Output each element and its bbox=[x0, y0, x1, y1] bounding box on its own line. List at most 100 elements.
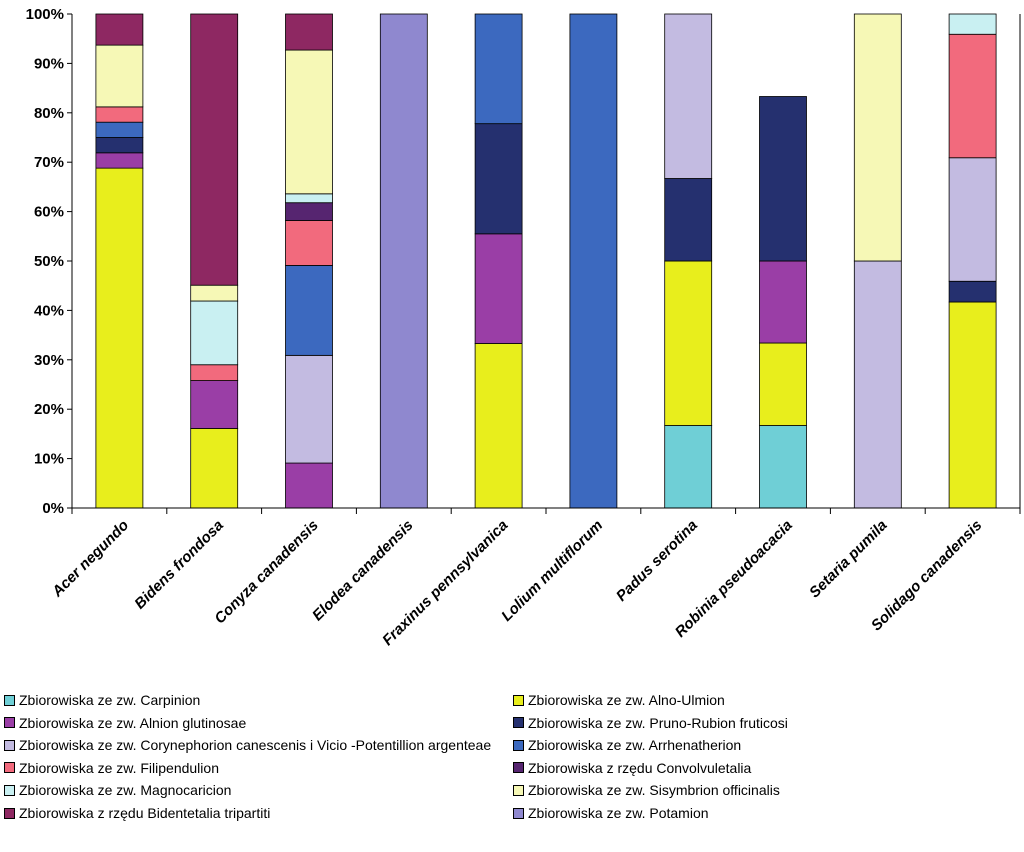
bar-segment-7-1 bbox=[759, 342, 807, 426]
bar-segment-7-0 bbox=[759, 425, 807, 509]
legend-label: Zbiorowiska ze zw. Sisymbrion officinali… bbox=[528, 782, 780, 799]
legend-label: Zbiorowiska ze zw. Pruno-Rubion fruticos… bbox=[528, 714, 788, 731]
legend-swatch bbox=[513, 717, 524, 729]
legend-entry: Zbiorowiska ze zw. Magnocaricion bbox=[4, 780, 231, 800]
legend-label: Zbiorowiska z rzędu Bidentetalia tripart… bbox=[19, 805, 271, 821]
legend-entry: Zbiorowiska ze zw. Carpinion bbox=[4, 690, 200, 710]
bar-segment-2-5 bbox=[285, 265, 333, 356]
legend-swatch bbox=[513, 694, 524, 706]
bar-segment-9-6 bbox=[948, 33, 997, 159]
legend-label: Zbiorowiska ze zw. Magnocaricion bbox=[19, 782, 232, 799]
y-tick-label: 40% bbox=[34, 302, 64, 319]
x-category-label: Elodea canadensis bbox=[309, 517, 417, 625]
x-category-label: Conyza canadensis bbox=[211, 517, 321, 627]
y-tick-label: 90% bbox=[34, 55, 64, 72]
legend: Zbiorowiska ze zw. Carpinion Zbiorowiska … bbox=[4, 690, 1020, 830]
bar-segment-4-2 bbox=[474, 233, 523, 344]
legend-entry: Zbiorowiska ze zw. Pruno-Rubion fruticos… bbox=[513, 713, 788, 733]
bar-segment-6-3 bbox=[664, 178, 713, 262]
y-tick-label: 70% bbox=[34, 154, 64, 171]
legend-label: Zbiorowiska ze zw. Alno-Ulmion bbox=[528, 692, 725, 708]
legend-swatch bbox=[513, 739, 524, 751]
legend-entry: Zbiorowiska ze zw. Arrhenatherion bbox=[513, 735, 741, 755]
bar-segment-0-9 bbox=[95, 44, 144, 108]
legend-entry: Zbiorowiska ze zw. Potamion bbox=[513, 803, 709, 823]
y-tick-label: 50% bbox=[34, 253, 64, 270]
bar-segment-5-5 bbox=[569, 13, 618, 509]
y-tick-label: 20% bbox=[34, 401, 64, 418]
bar-segment-2-2 bbox=[285, 462, 333, 509]
legend-entry: Zbiorowiska z rzędu Bidentetalia tripart… bbox=[4, 803, 270, 823]
legend-entry: Zbiorowiska ze zw. Sisymbrion officinali… bbox=[513, 780, 780, 800]
bar-segment-1-8 bbox=[190, 300, 239, 366]
bar-segment-4-1 bbox=[474, 343, 523, 509]
legend-label: Zbiorowiska ze zw. Filipendulion bbox=[19, 759, 219, 776]
bar-segment-0-2 bbox=[95, 152, 144, 169]
bar-segment-1-9 bbox=[190, 284, 239, 302]
bar-segment-1-2 bbox=[190, 380, 239, 429]
bar-segment-9-3 bbox=[948, 280, 997, 303]
legend-swatch bbox=[513, 784, 524, 796]
legend-entry: Zbiorowiska ze zw. Corynephorion canesce… bbox=[4, 735, 491, 755]
bar-segment-2-7 bbox=[285, 202, 333, 221]
bar-segment-0-1 bbox=[95, 167, 144, 509]
bar-segment-1-1 bbox=[190, 428, 239, 509]
legend-entry: Zbiorowiska ze zw. Alnion glutinosae bbox=[4, 713, 246, 733]
bar-segment-1-6 bbox=[190, 364, 239, 381]
bar-segment-0-10 bbox=[95, 13, 144, 46]
x-category-label: Bidens frondosa bbox=[131, 517, 227, 613]
y-tick-label: 0% bbox=[42, 500, 64, 517]
bar-segment-9-8 bbox=[948, 13, 997, 35]
bar-segment-4-3 bbox=[474, 123, 523, 235]
bar-segment-0-3 bbox=[95, 137, 144, 154]
bar-segment-0-5 bbox=[95, 121, 144, 138]
legend-label: Zbiorowiska ze zw. Alnion glutinosae bbox=[19, 714, 247, 731]
legend-swatch bbox=[513, 807, 524, 819]
bar-segment-6-4 bbox=[664, 13, 713, 179]
legend-swatch bbox=[4, 694, 15, 706]
legend-swatch bbox=[513, 762, 524, 774]
bar-segment-2-10 bbox=[285, 13, 333, 51]
y-tick-label: 60% bbox=[34, 204, 64, 221]
legend-label: Zbiorowiska z rzędu Convolvuletalia bbox=[528, 759, 752, 776]
bar-segment-9-4 bbox=[948, 157, 997, 282]
bar-segment-9-1 bbox=[948, 301, 997, 509]
legend-swatch bbox=[4, 739, 15, 751]
bar-segment-8-9 bbox=[853, 13, 902, 262]
bar-segment-7-2 bbox=[759, 260, 807, 344]
legend-swatch bbox=[4, 762, 15, 774]
bar-segment-6-1 bbox=[664, 260, 713, 426]
legend-entry: Zbiorowiska ze zw. Alno-Ulmion bbox=[513, 690, 725, 710]
legend-label: Zbiorowiska ze zw. Potamion bbox=[528, 805, 709, 821]
legend-entry: Zbiorowiska z rzędu Convolvuletalia bbox=[513, 758, 751, 778]
legend-swatch bbox=[4, 784, 15, 796]
bar-segment-6-0 bbox=[664, 425, 713, 509]
legend-swatch bbox=[4, 807, 15, 819]
bar-segment-7-3 bbox=[759, 96, 807, 262]
legend-entry: Zbiorowiska ze zw. Filipendulion bbox=[4, 758, 219, 778]
bar-segment-1-10 bbox=[190, 13, 239, 286]
legend-swatch bbox=[4, 717, 15, 729]
x-category-label: Lolium multiflorum bbox=[498, 517, 606, 625]
bar-segment-8-4 bbox=[853, 260, 902, 509]
legend-label: Zbiorowiska ze zw. Corynephorion canesce… bbox=[19, 737, 492, 754]
legend-label: Zbiorowiska ze zw. Arrhenatherion bbox=[528, 737, 742, 754]
bar-segment-0-6 bbox=[95, 106, 144, 123]
bar-segment-2-4 bbox=[285, 354, 333, 464]
bar-segment-2-8 bbox=[285, 193, 333, 204]
legend-label: Zbiorowiska ze zw. Carpinion bbox=[19, 692, 201, 708]
y-tick-label: 10% bbox=[34, 451, 64, 468]
x-category-label: Solidago canadensis bbox=[868, 517, 986, 635]
y-tick-label: 100% bbox=[26, 6, 64, 23]
bar-segment-2-9 bbox=[285, 49, 333, 195]
bar-segment-3-11 bbox=[379, 13, 428, 509]
x-category-label: Padus serotina bbox=[613, 517, 701, 605]
bar-segment-4-5 bbox=[474, 13, 523, 125]
x-category-label: Setaria pumila bbox=[806, 517, 891, 602]
bar-layer bbox=[95, 13, 997, 509]
y-tick-label: 80% bbox=[34, 105, 64, 122]
bar-segment-2-6 bbox=[285, 220, 333, 266]
y-tick-label: 30% bbox=[34, 352, 64, 369]
x-category-label: Acer negundo bbox=[48, 517, 132, 601]
